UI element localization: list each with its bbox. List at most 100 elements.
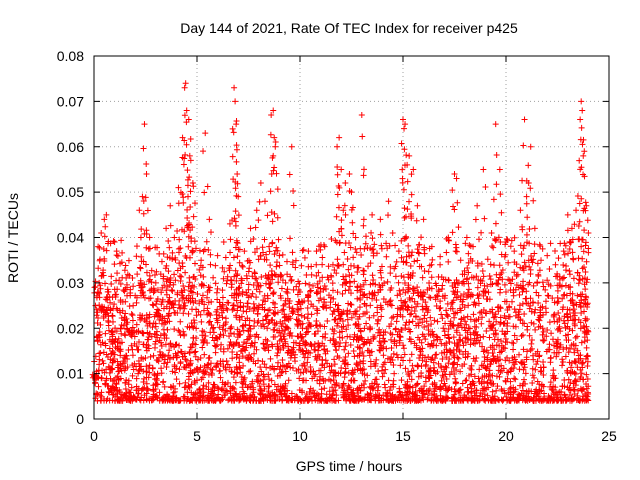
data-point — [301, 313, 308, 320]
data-point — [426, 294, 433, 301]
data-point — [408, 191, 415, 198]
data-point — [572, 342, 579, 349]
data-point — [140, 397, 147, 404]
data-point — [181, 395, 188, 402]
data-point — [566, 307, 573, 314]
data-point — [474, 202, 481, 209]
data-point — [254, 372, 261, 379]
data-point — [183, 357, 190, 364]
data-point — [506, 313, 513, 320]
data-point — [153, 268, 160, 275]
data-point — [383, 253, 390, 260]
data-point — [143, 170, 150, 177]
data-point — [403, 319, 410, 326]
data-point — [129, 395, 136, 402]
data-point — [125, 389, 132, 396]
data-point — [415, 373, 422, 380]
data-point — [572, 334, 579, 341]
data-point — [510, 384, 517, 391]
data-point — [515, 397, 522, 404]
data-point — [178, 287, 185, 294]
data-point — [269, 276, 276, 283]
data-point — [511, 248, 518, 255]
data-point — [174, 291, 181, 298]
data-point — [398, 297, 405, 304]
data-point — [531, 374, 538, 381]
data-point — [512, 323, 519, 330]
data-point — [576, 200, 583, 207]
data-point — [513, 273, 520, 280]
data-point — [121, 267, 128, 274]
data-point — [409, 270, 416, 277]
data-point — [534, 260, 541, 267]
data-point — [377, 269, 384, 276]
data-point — [521, 311, 528, 318]
data-point — [399, 179, 406, 186]
data-point — [171, 326, 178, 333]
data-point — [97, 392, 104, 399]
data-point — [125, 257, 132, 264]
data-point — [351, 353, 358, 360]
data-point — [585, 328, 592, 335]
data-point — [340, 358, 347, 365]
data-point — [216, 299, 223, 306]
data-point — [160, 393, 167, 400]
data-point — [416, 354, 423, 361]
data-point — [331, 267, 338, 274]
data-point — [293, 283, 300, 290]
data-point — [279, 277, 286, 284]
data-point — [96, 361, 103, 368]
data-point — [392, 242, 399, 249]
data-point — [449, 229, 456, 236]
data-point — [389, 331, 396, 338]
data-point — [574, 333, 581, 340]
data-point — [277, 273, 284, 280]
data-point — [417, 352, 424, 359]
data-point — [321, 397, 328, 404]
data-point — [470, 355, 477, 362]
data-point — [92, 302, 99, 309]
data-point — [271, 164, 278, 171]
data-point — [313, 289, 320, 296]
data-point — [207, 261, 214, 268]
data-point — [322, 302, 329, 309]
data-point — [172, 385, 179, 392]
data-point — [102, 223, 109, 230]
data-point — [304, 315, 311, 322]
data-point — [502, 251, 509, 258]
data-point — [295, 366, 302, 373]
data-point — [355, 362, 362, 369]
data-point — [577, 166, 584, 173]
data-point — [558, 283, 565, 290]
data-point — [418, 370, 425, 377]
data-point — [161, 353, 168, 360]
data-point — [214, 296, 221, 303]
data-point — [393, 342, 400, 349]
y-tick-label: 0.08 — [57, 48, 84, 64]
data-point — [123, 395, 130, 402]
data-point — [465, 286, 472, 293]
data-point — [134, 394, 141, 401]
data-point — [354, 284, 361, 291]
data-point — [571, 221, 578, 228]
data-point — [502, 330, 509, 337]
data-point — [571, 320, 578, 327]
data-point — [158, 289, 165, 296]
data-point — [184, 389, 191, 396]
data-point — [408, 252, 415, 259]
data-point — [180, 194, 187, 201]
data-point — [122, 352, 129, 359]
data-point — [439, 356, 446, 363]
data-point — [251, 339, 258, 346]
data-point — [267, 131, 274, 138]
data-point — [403, 253, 410, 260]
data-point — [510, 323, 517, 330]
data-point — [179, 154, 186, 161]
data-point — [122, 386, 129, 393]
data-point — [260, 345, 267, 352]
data-point — [190, 394, 197, 401]
data-point — [271, 397, 278, 404]
data-point — [480, 333, 487, 340]
data-point — [248, 356, 255, 363]
data-point — [109, 347, 116, 354]
